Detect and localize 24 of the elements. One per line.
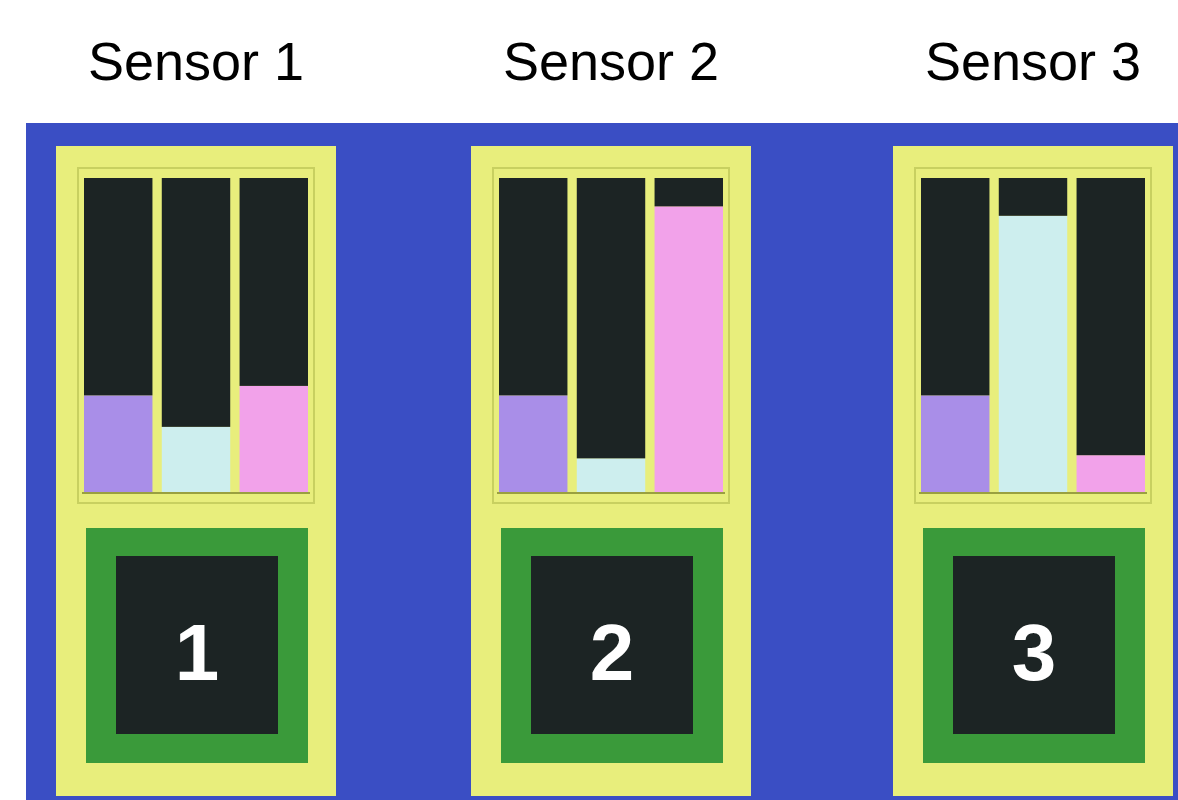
bar xyxy=(499,395,568,493)
text: 3 xyxy=(1011,608,1057,697)
bar xyxy=(921,395,990,493)
chart-title: Sensor 3 xyxy=(924,31,1142,91)
chart-title: Sensor 1 xyxy=(87,31,305,91)
bar xyxy=(84,178,153,396)
bar xyxy=(654,178,723,207)
bar xyxy=(921,178,990,396)
bar xyxy=(161,426,231,493)
bar xyxy=(499,178,568,396)
bar xyxy=(1076,178,1145,456)
bar xyxy=(998,215,1068,493)
bar xyxy=(239,178,308,386)
chart-title: Sensor 2 xyxy=(502,31,720,91)
bar xyxy=(576,458,646,493)
bar xyxy=(84,395,153,493)
bar xyxy=(161,178,231,427)
bar xyxy=(1076,455,1145,493)
bar xyxy=(576,178,646,459)
bar xyxy=(239,385,308,493)
bar xyxy=(998,178,1068,216)
bar xyxy=(654,206,723,493)
text: 1 xyxy=(174,608,220,697)
text: 2 xyxy=(589,608,635,697)
